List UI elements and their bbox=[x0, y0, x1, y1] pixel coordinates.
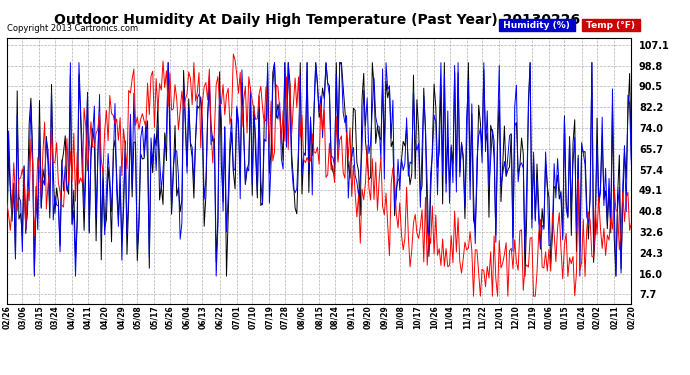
Text: Humidity (%): Humidity (%) bbox=[500, 21, 573, 30]
Text: Copyright 2013 Cartronics.com: Copyright 2013 Cartronics.com bbox=[7, 24, 138, 33]
Text: Temp (°F): Temp (°F) bbox=[583, 21, 638, 30]
Text: Outdoor Humidity At Daily High Temperature (Past Year) 20130226: Outdoor Humidity At Daily High Temperatu… bbox=[55, 13, 580, 27]
